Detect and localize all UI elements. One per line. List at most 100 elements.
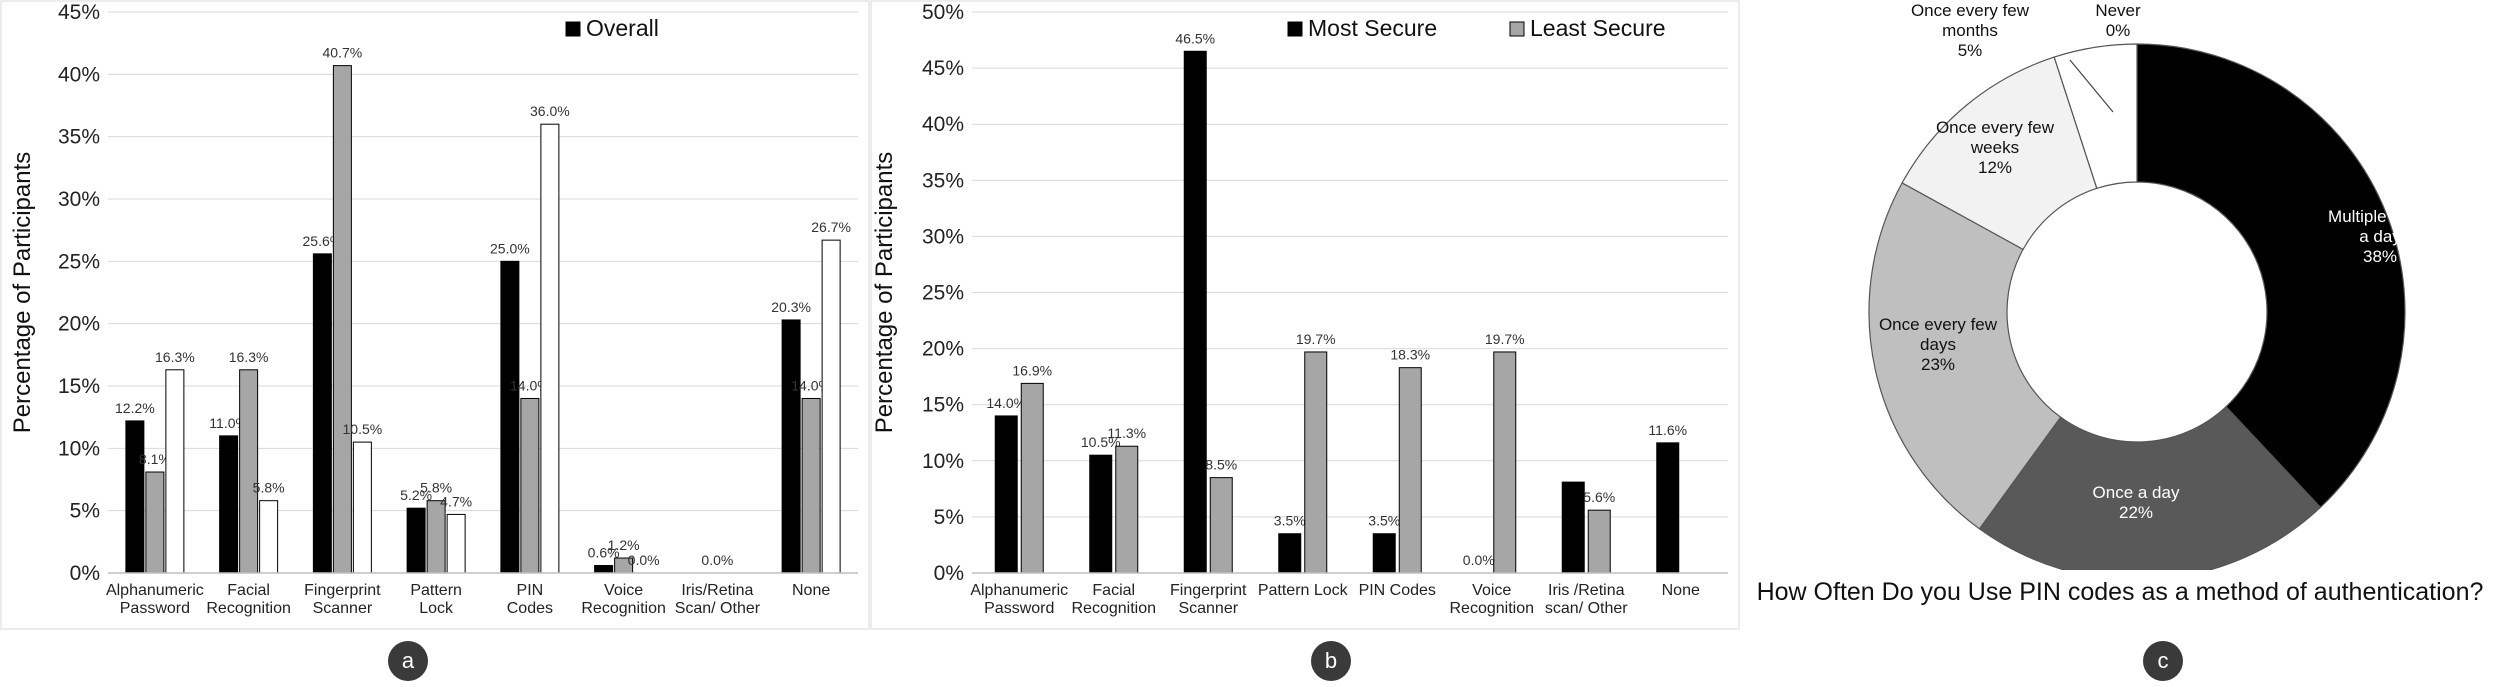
bar bbox=[594, 565, 614, 574]
bar bbox=[1115, 445, 1139, 574]
bar-chart-b: 0% 5% 10% 15% 20% 25% 30% 35% 40% 45% 50% Percentag… bbox=[870, 0, 1740, 630]
bar bbox=[352, 441, 372, 574]
y-tick-label: 5% bbox=[70, 500, 100, 523]
x-tick-label: Voice Recognition bbox=[581, 582, 666, 617]
y-tick-label: 25% bbox=[922, 282, 964, 305]
bar bbox=[239, 369, 259, 574]
data-label: 11.3% bbox=[1107, 425, 1146, 441]
data-label: 46.5% bbox=[1175, 30, 1215, 46]
data-label: 36.0% bbox=[530, 103, 570, 119]
bar bbox=[994, 415, 1018, 574]
data-label: 0.6% bbox=[588, 545, 620, 561]
bar bbox=[1304, 351, 1328, 574]
slice-label: Once every few months bbox=[1911, 1, 2030, 40]
y-tick-label: 35% bbox=[58, 126, 100, 149]
data-label: 20.3% bbox=[771, 299, 811, 315]
x-tick-label: PIN Codes bbox=[1359, 582, 1436, 599]
data-label: 14.0% bbox=[986, 395, 1026, 411]
y-tick-label: 20% bbox=[922, 338, 964, 361]
data-label: 0.0% bbox=[701, 552, 733, 568]
data-label: 25.6% bbox=[303, 233, 343, 249]
bar bbox=[1561, 481, 1585, 574]
y-axis-title: Percentage of Participants bbox=[871, 152, 898, 434]
legend-swatch bbox=[1287, 21, 1303, 37]
bar bbox=[259, 500, 279, 574]
slice-percent: 23% bbox=[1921, 355, 1955, 374]
bar bbox=[500, 260, 520, 574]
data-label: 40.7% bbox=[323, 45, 363, 61]
bar bbox=[1183, 50, 1207, 574]
slice-percent: 12% bbox=[1978, 158, 2012, 177]
panel-c-badge: c bbox=[2143, 641, 2183, 681]
x-tick-label: Facial Recognition bbox=[1072, 582, 1157, 617]
chart-a-panel: 0% 5% 10% 15% 20% 25% 30% 35% 40% 45% Percentage o… bbox=[0, 0, 870, 687]
slice-label: Once every few weeks bbox=[1936, 118, 2055, 157]
data-label: 16.3% bbox=[229, 349, 269, 365]
bar bbox=[219, 435, 239, 574]
chart-b-panel: 0% 5% 10% 15% 20% 25% 30% 35% 40% 45% 50% Percentag… bbox=[870, 0, 1740, 687]
data-label: 5.2% bbox=[400, 487, 432, 503]
data-label: 3.5% bbox=[1274, 513, 1306, 529]
x-tick-label: Facial Recognition bbox=[206, 582, 291, 617]
slice-percent: 5% bbox=[1958, 41, 1983, 60]
slice-percent: 0% bbox=[2106, 21, 2131, 40]
y-tick-label: 0% bbox=[70, 562, 100, 585]
x-tick-label: Pattern Lock bbox=[410, 582, 462, 617]
y-tick-label: 30% bbox=[922, 225, 964, 248]
x-tick-label: Alphanumeric Password bbox=[970, 582, 1068, 617]
data-label: 3.5% bbox=[1368, 513, 1400, 529]
bar bbox=[332, 65, 352, 574]
y-tick-label: 0% bbox=[934, 562, 964, 585]
data-label: 10.5% bbox=[343, 421, 383, 437]
panel-b-badge: b bbox=[1311, 641, 1351, 681]
y-tick-label: 5% bbox=[934, 506, 964, 529]
bar bbox=[165, 369, 185, 574]
y-tick-label: 50% bbox=[922, 1, 964, 24]
data-label: 0.0% bbox=[1463, 552, 1495, 568]
legend-swatch bbox=[1509, 21, 1525, 37]
bar bbox=[801, 397, 821, 574]
data-label: 1.2% bbox=[608, 537, 640, 553]
leader-line bbox=[2069, 59, 2114, 113]
data-label: 14.0% bbox=[791, 377, 831, 393]
bar bbox=[1587, 509, 1611, 574]
y-tick-label: 10% bbox=[58, 437, 100, 460]
y-tick-label: 45% bbox=[922, 57, 964, 80]
x-tick-label: None bbox=[792, 582, 830, 599]
donut-slice bbox=[2053, 43, 2138, 190]
data-label: 5.6% bbox=[1583, 489, 1615, 505]
y-tick-label: 35% bbox=[922, 169, 964, 192]
bar bbox=[1372, 533, 1396, 574]
data-label: 11.0% bbox=[209, 415, 248, 431]
data-label: 26.7% bbox=[811, 219, 851, 235]
data-label: 19.7% bbox=[1296, 331, 1336, 347]
bar bbox=[1656, 442, 1680, 574]
x-tick-label: Iris/Retina Scan/ Other bbox=[675, 582, 761, 617]
bar bbox=[446, 513, 466, 574]
slice-percent: 38% bbox=[2363, 247, 2397, 266]
bar bbox=[821, 239, 841, 574]
donut-slice bbox=[1978, 405, 2322, 581]
data-label: 10.5% bbox=[1081, 434, 1121, 450]
bar-chart-a: 0% 5% 10% 15% 20% 25% 30% 35% 40% 45% Percentage o… bbox=[0, 0, 870, 630]
slice-label: Multiple times a day bbox=[2328, 207, 2432, 246]
bar bbox=[1398, 367, 1422, 574]
slice-label: Once a day bbox=[2093, 483, 2180, 502]
y-tick-label: 40% bbox=[922, 113, 964, 136]
bar bbox=[1089, 454, 1113, 574]
y-tick-label: 25% bbox=[58, 250, 100, 273]
legend-label: Overall bbox=[586, 15, 659, 41]
bar bbox=[520, 397, 540, 574]
y-tick-label: 40% bbox=[58, 63, 100, 86]
chart-c-panel: Multiple times a day 38% Once a day 22% Once … bbox=[1740, 0, 2500, 687]
legend-label: Least Secure bbox=[1530, 15, 1666, 41]
slice-label: Once every few days bbox=[1879, 315, 1998, 354]
bar bbox=[1209, 477, 1233, 574]
x-tick-label: Pattern Lock bbox=[1258, 582, 1349, 599]
y-tick-label: 15% bbox=[922, 394, 964, 417]
data-label: 16.9% bbox=[1012, 362, 1052, 378]
y-tick-label: 15% bbox=[58, 375, 100, 398]
pie-chart-title: How Often Do you Use PIN codes as a meth… bbox=[1756, 578, 2484, 606]
data-label: 11.6% bbox=[1648, 422, 1687, 438]
